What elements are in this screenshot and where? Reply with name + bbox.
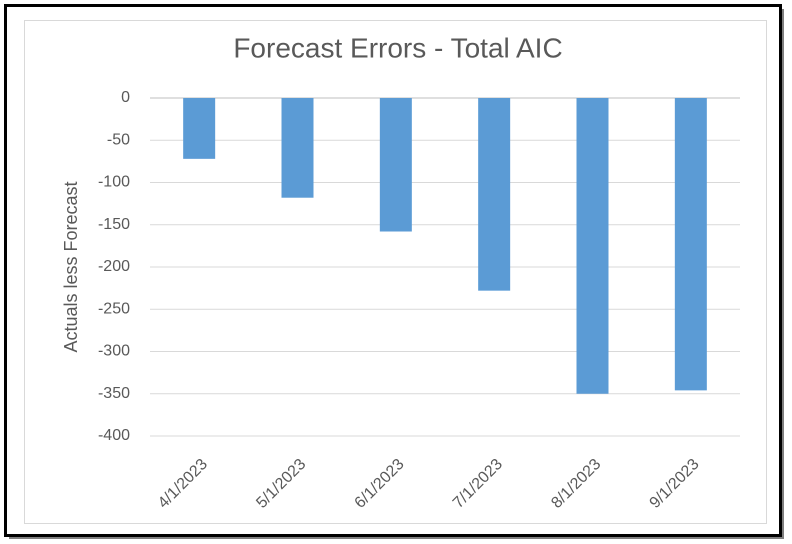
bar <box>281 98 314 198</box>
bar <box>576 98 609 394</box>
y-axis-label: Actuals less Forecast <box>61 181 81 352</box>
chart-area <box>24 20 767 524</box>
y-tick-label: -200 <box>98 258 130 275</box>
y-tick-label: -150 <box>98 216 130 233</box>
chart-title: Forecast Errors - Total AIC <box>233 32 562 63</box>
y-tick-label: -400 <box>98 427 130 444</box>
bar <box>183 98 216 159</box>
y-tick-label: -350 <box>98 385 130 402</box>
y-tick-label: -300 <box>98 343 130 360</box>
y-tick-label: 0 <box>121 89 130 106</box>
y-tick-label: -50 <box>107 131 130 148</box>
bar <box>379 98 412 232</box>
y-tick-label: -250 <box>98 300 130 317</box>
y-tick-label: -100 <box>98 174 130 191</box>
bar <box>478 98 511 291</box>
bar <box>674 98 707 391</box>
